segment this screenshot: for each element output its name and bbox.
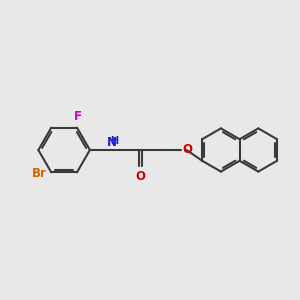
Text: O: O	[135, 169, 146, 183]
Text: F: F	[74, 110, 82, 123]
Text: N: N	[106, 136, 116, 149]
Text: Br: Br	[32, 167, 47, 180]
Text: H: H	[111, 136, 119, 146]
Text: O: O	[183, 143, 193, 156]
